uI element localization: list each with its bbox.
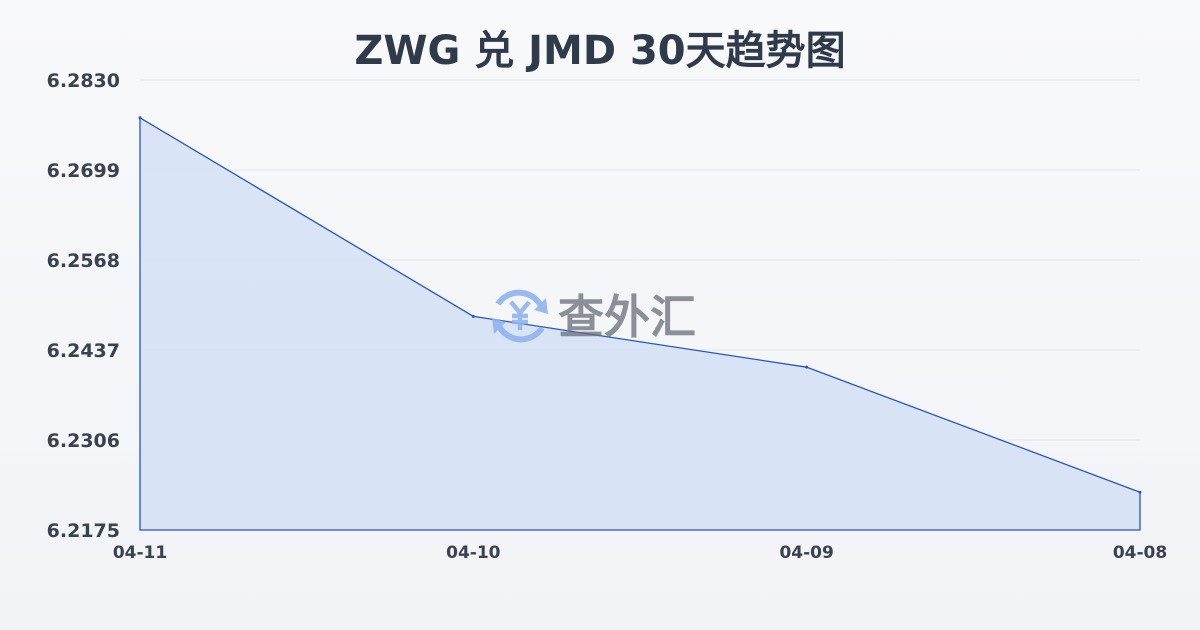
yen-exchange-icon [492,289,548,343]
data-point [805,365,809,369]
watermark-text: 查外汇 [558,290,696,344]
series-line [139,117,1141,493]
x-tick-label: 04-11 [113,543,167,563]
y-tick-label: 6.2437 [47,340,120,362]
y-tick-label: 6.2306 [47,430,120,452]
x-tick-label: 04-09 [779,543,833,563]
chart-title: ZWG 兑 JMD 30天趋势图 [354,28,846,74]
area-fill [140,117,1140,531]
x-tick-label: 04-08 [1113,543,1167,563]
y-tick-label: 6.2175 [47,520,120,542]
watermark: 查外汇 [492,289,696,344]
y-tick-label: 6.2699 [47,160,120,182]
y-tick-label: 6.2830 [47,70,120,92]
x-tick-label: 04-10 [446,543,501,563]
y-tick-label: 6.2568 [47,250,120,272]
data-point [1138,490,1142,494]
data-point [138,116,142,120]
data-point [471,314,475,318]
